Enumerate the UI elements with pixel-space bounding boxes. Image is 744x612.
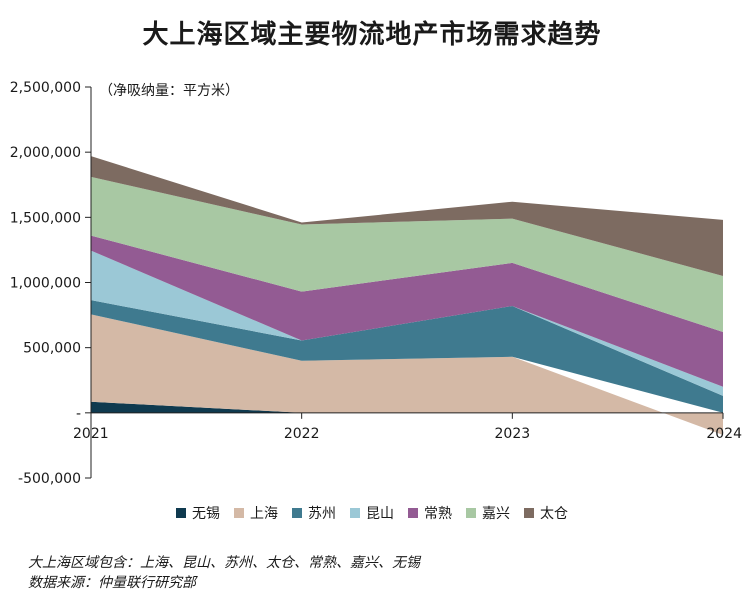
legend-item: 无锡 [176, 503, 220, 523]
legend-swatch [524, 508, 534, 518]
area-series-0 [91, 401, 723, 413]
unit-label: （净吸纳量：平方米） [99, 83, 239, 99]
area-series-6 [91, 156, 723, 276]
legend-item: 苏州 [292, 503, 336, 523]
y-tick-label: 2,500,000 [10, 80, 81, 96]
footnote-region: 大上海区域包含：上海、昆山、苏州、太仓、常熟、嘉兴、无锡 [28, 555, 420, 571]
legend-label: 常熟 [424, 506, 452, 522]
axes: 2,500,000 2,000,000 1,500,000 1,000,000 500,… [10, 80, 742, 487]
legend-swatch [234, 508, 244, 518]
legend-swatch [408, 508, 418, 518]
legend: 无锡 上海 苏州 昆山 常熟 嘉兴 太仓 [0, 503, 744, 523]
legend-item: 常熟 [408, 503, 452, 523]
legend-swatch [292, 508, 302, 518]
area-chart: 2,500,000 2,000,000 1,500,000 1,000,000 500,… [10, 80, 742, 487]
legend-label: 嘉兴 [482, 506, 510, 522]
area-series-3 [91, 250, 723, 396]
legend-item: 太仓 [524, 503, 568, 523]
y-tick-label: 1,500,000 [10, 210, 81, 226]
y-tick-label: - [76, 406, 81, 422]
area-series-5 [91, 176, 723, 332]
area-series-1 [91, 314, 723, 435]
legend-item: 上海 [234, 503, 278, 523]
legend-label: 苏州 [308, 506, 336, 522]
legend-swatch [350, 508, 360, 518]
x-tick-label: 2023 [495, 426, 531, 442]
area-layers [91, 156, 723, 435]
footnote-source: 数据来源：仲量联行研究部 [28, 575, 196, 591]
x-tick-label: 2022 [284, 426, 320, 442]
x-tick-label: 2021 [73, 426, 109, 442]
legend-item: 嘉兴 [466, 503, 510, 523]
legend-swatch [176, 508, 186, 518]
area-series-4 [91, 235, 723, 387]
legend-label: 昆山 [366, 506, 394, 522]
legend-item: 昆山 [350, 503, 394, 523]
y-tick-label: 1,000,000 [10, 276, 81, 292]
chart-title: 大上海区域主要物流地产市场需求趋势 [142, 20, 602, 50]
legend-label: 上海 [250, 506, 278, 522]
area-series-2 [91, 300, 723, 413]
legend-label: 太仓 [540, 506, 568, 522]
x-tick-label: 2024 [706, 426, 742, 442]
legend-swatch [466, 508, 476, 518]
y-tick-label: -500,000 [18, 471, 81, 487]
legend-label: 无锡 [192, 506, 220, 522]
y-tick-label: 500,000 [23, 341, 81, 357]
y-tick-label: 2,000,000 [10, 145, 81, 161]
